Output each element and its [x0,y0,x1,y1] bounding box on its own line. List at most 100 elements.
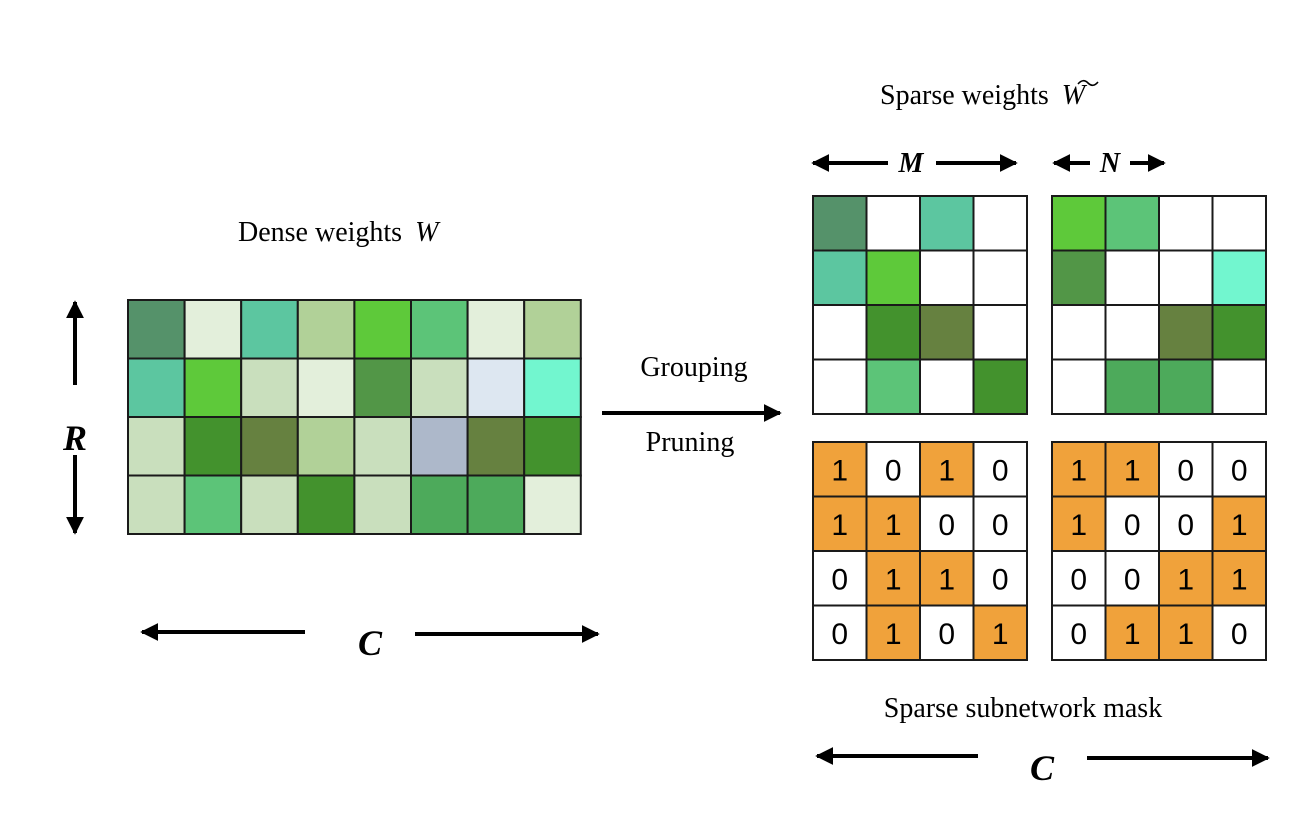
sparse-cell [812,304,868,361]
sparse-cell [1104,304,1160,361]
sparse-cell [972,249,1028,306]
dense-cell [353,299,412,360]
sparse-symbol-tilde [1077,79,1099,87]
mask-bit: 1 [1231,563,1248,596]
dense-col-label: C [358,623,383,663]
sparse-cell [1051,358,1107,415]
mask-bit: 0 [938,618,955,651]
mask-cell [1104,441,1160,498]
dense-cell [523,357,582,418]
n-label: N [1099,148,1122,179]
mask-bit: 1 [992,618,1009,651]
dense-cell [523,474,582,535]
mask-bit: 1 [885,563,902,596]
sparse-cell [865,195,921,252]
mask-cell [812,550,868,607]
sparse-cell [972,304,1028,361]
mask-bit: 0 [992,563,1009,596]
mask-cell [812,495,868,552]
dense-title-text: Dense weights [238,217,402,248]
mask-bit: 0 [1231,618,1248,651]
mask-bit: 0 [938,509,955,542]
dense-cell [466,474,526,535]
mask-bit: 1 [831,454,848,487]
dense-cell [127,299,186,360]
m-label: M [898,148,925,179]
sparse-cell [1158,195,1214,252]
sparse-cell [1158,358,1214,415]
mask-cell [1211,495,1267,552]
mask-bit: 0 [1231,454,1248,487]
mask-bit: 0 [831,618,848,651]
mask-cell [919,495,975,552]
sparse-cell [1211,195,1267,252]
sparse-title: Sparse weights W [880,80,1088,111]
dense-cell [183,357,243,418]
sparse-cell [812,249,868,306]
dense-title: Dense weights W [238,217,441,248]
mask-bit: 0 [831,563,848,596]
dense-cell [466,299,526,360]
sparse-cell [812,358,868,415]
sparse-cell [1211,304,1267,361]
sparse-cell [1051,195,1107,252]
dense-cell [410,474,469,535]
mask-title: Sparse subnetwork mask [884,693,1162,724]
dense-weight-grid [127,299,582,535]
mask-bit: 1 [1070,509,1087,542]
dense-cell [296,299,356,360]
sparse-cell [865,249,921,306]
mask-bit: 1 [938,563,955,596]
dense-cell [523,416,582,477]
sparse-cell [1158,304,1214,361]
dense-cell [183,474,243,535]
dense-cell [410,416,469,477]
mask-cell [865,495,921,552]
mask-bit: 0 [1124,509,1141,542]
mask-bit: 0 [992,454,1009,487]
mask-bit: 1 [885,509,902,542]
dense-cell [127,357,186,418]
mask-block: 1 1 0 0 1 0 0 1 0 0 1 1 0 1 1 0 [1051,441,1267,661]
sparse-cell [972,195,1028,252]
mask-bit: 0 [992,509,1009,542]
sparse-block [1051,195,1267,415]
dense-cell [353,416,412,477]
sparse-cell [919,195,975,252]
dense-cell [296,416,356,477]
dense-symbol: W [415,217,441,248]
dense-cell [240,474,299,535]
mask-cell [1051,604,1107,661]
dense-cell [183,299,243,360]
mask-blocks: 1 0 1 0 1 1 0 0 0 1 1 0 0 1 0 1 1 1 0 0 1 0 0 1 0 0 1 1 0 1 1 0 [812,441,1267,661]
mask-cell [865,604,921,661]
sparse-weight-blocks [812,195,1267,415]
operation-bottom-label: Pruning [646,427,735,458]
dense-cell [127,416,186,477]
mask-bit: 0 [1177,454,1194,487]
mask-block: 1 0 1 0 1 1 0 0 0 1 1 0 0 1 0 1 [812,441,1028,661]
sparse-cell [1051,304,1107,361]
mask-bit: 1 [1124,618,1141,651]
dense-cell [296,474,356,535]
sparse-cell [812,195,868,252]
dense-cell [240,416,299,477]
sparse-cell [1158,249,1214,306]
sparse-cell [919,249,975,306]
dense-cell [410,299,469,360]
mask-bit: 1 [1177,563,1194,596]
mask-bit: 0 [1070,563,1087,596]
sparse-cell [1104,358,1160,415]
sparse-cell [919,304,975,361]
sparse-cell [865,304,921,361]
mask-bit: 0 [1124,563,1141,596]
sparse-cell [1051,249,1107,306]
dense-cell [410,357,469,418]
mask-cell [865,550,921,607]
mask-bit: 1 [1177,618,1194,651]
operation-top-label: Grouping [640,352,747,383]
row-label: R [62,418,87,458]
mask-cell [972,550,1028,607]
dense-cell [183,416,243,477]
mask-cell [972,604,1028,661]
